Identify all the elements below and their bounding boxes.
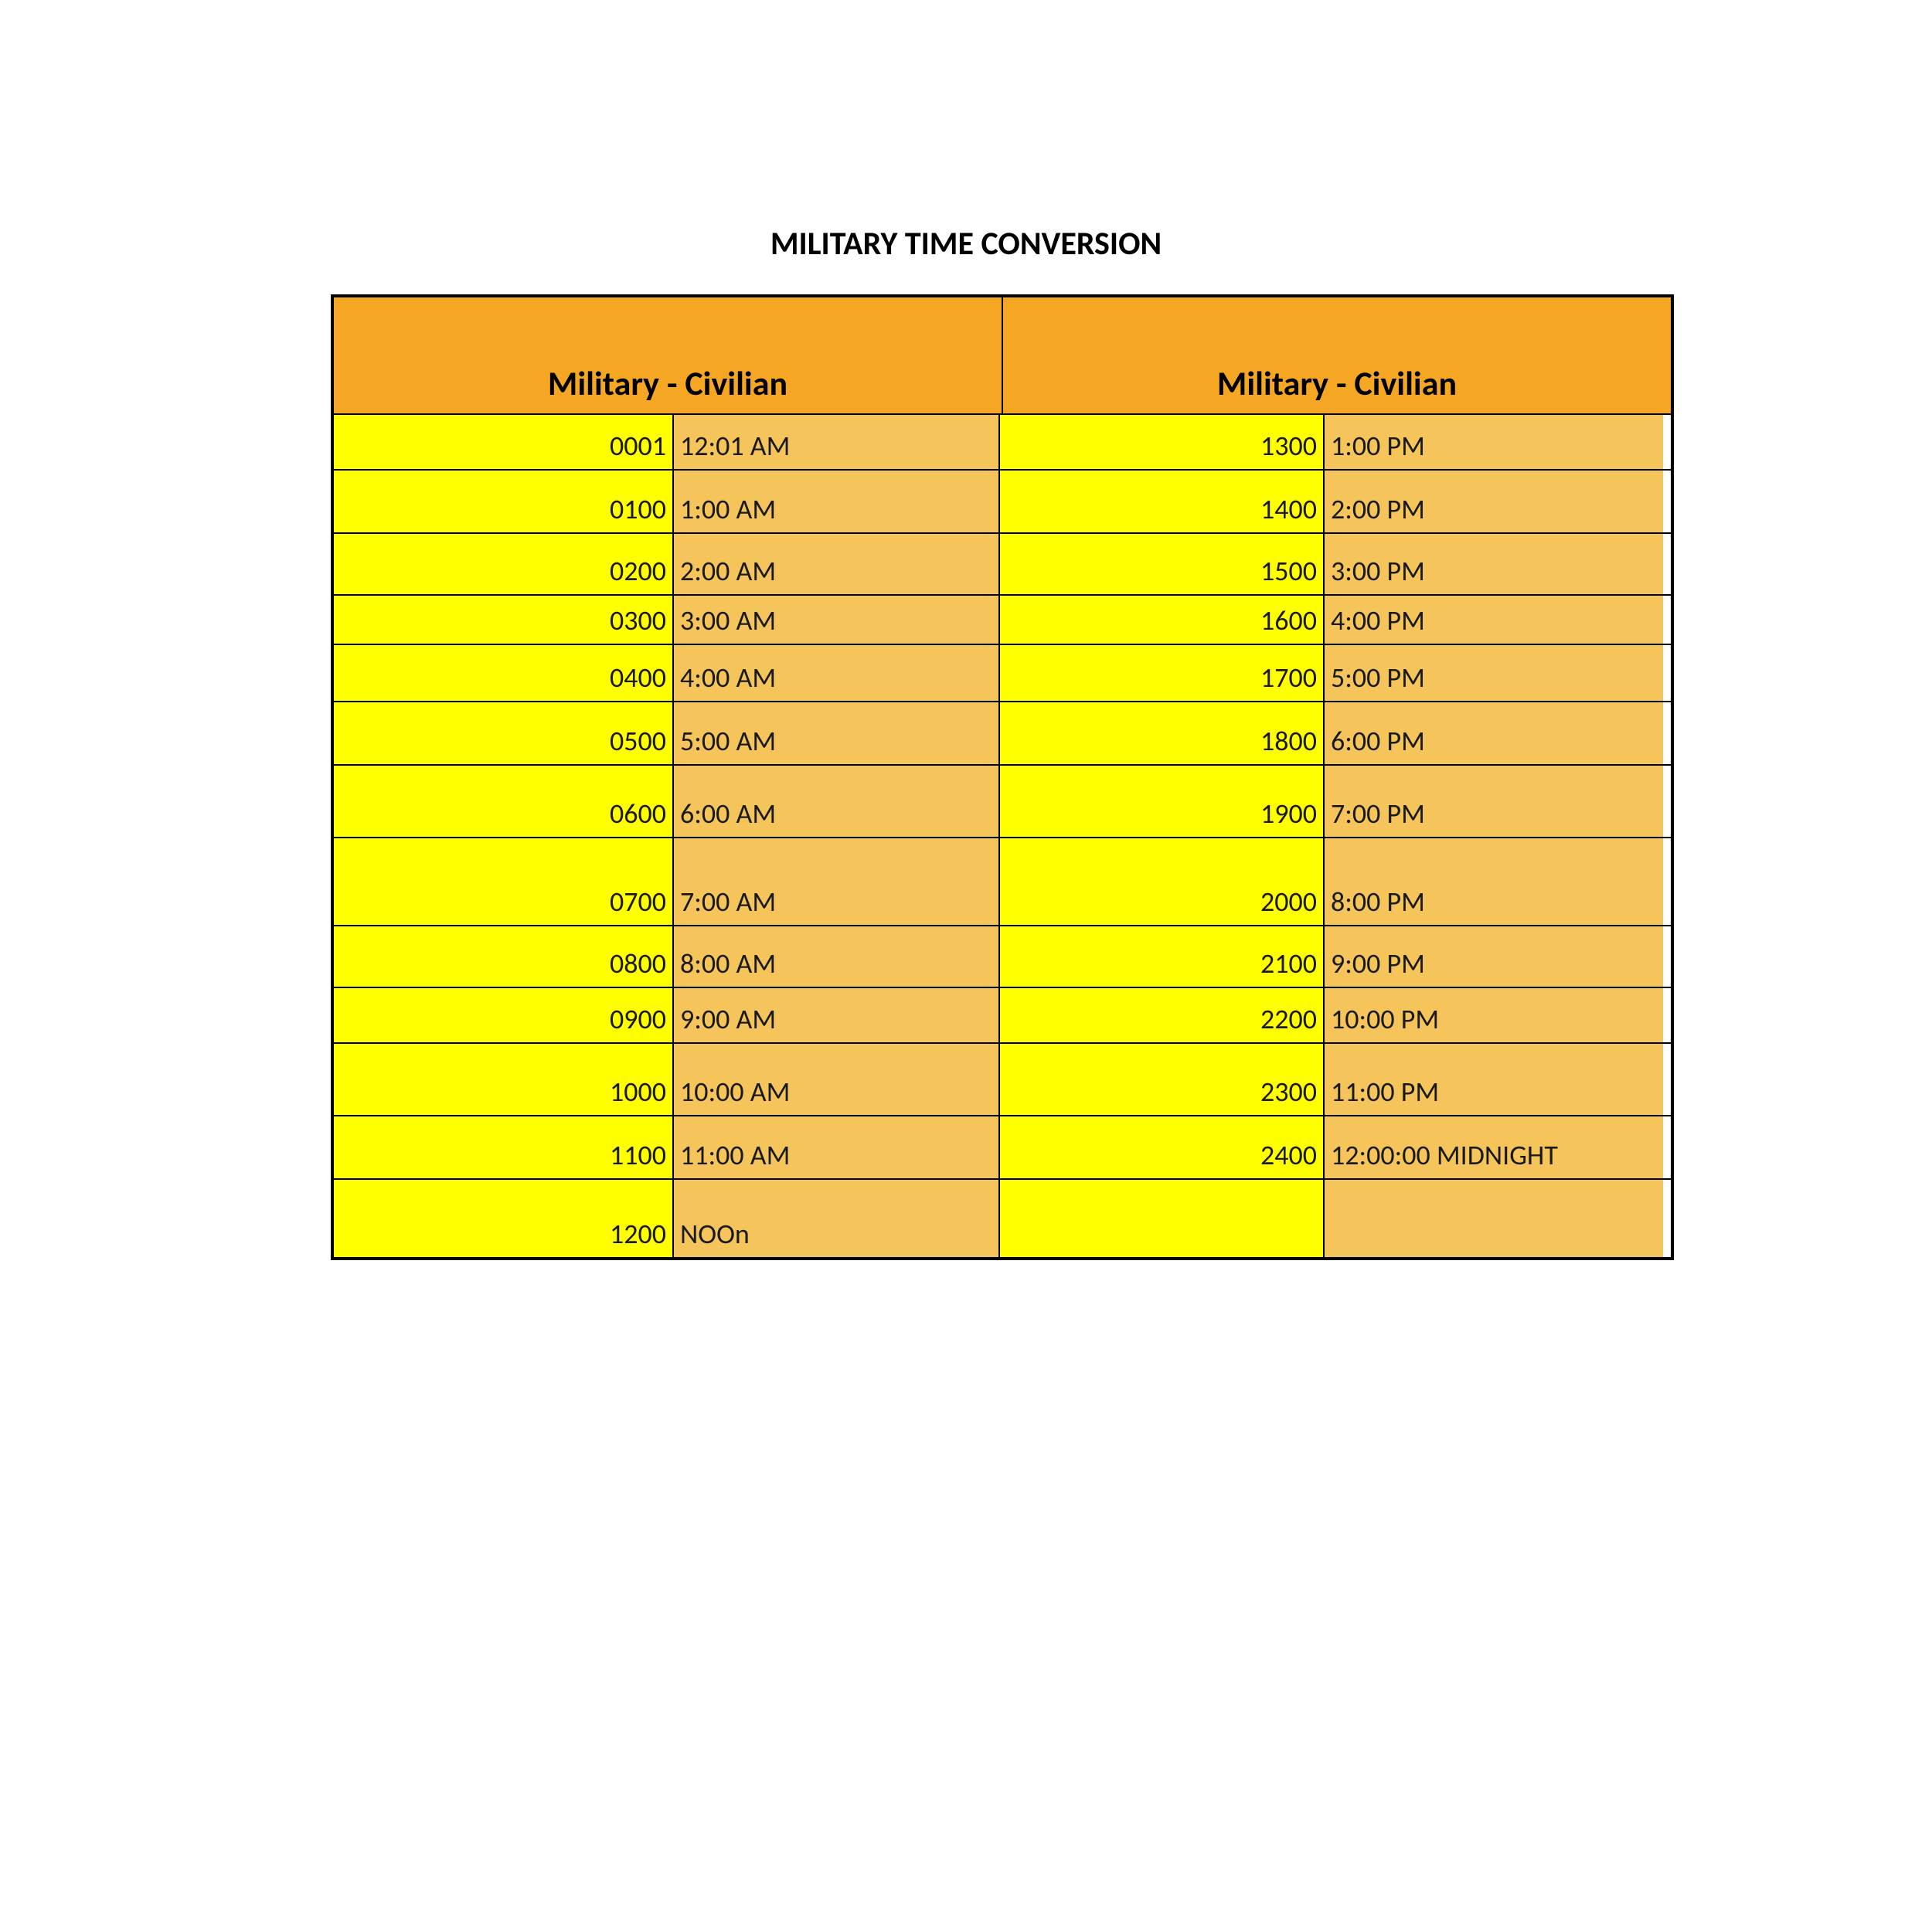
civilian-time-cell: 7:00 PM — [1325, 766, 1663, 837]
military-time-cell: 1000 — [334, 1044, 674, 1115]
civilian-time-cell — [1325, 1180, 1663, 1257]
military-time-cell: 1500 — [1000, 534, 1325, 594]
military-time-cell: 0001 — [334, 415, 674, 469]
military-time-cell: 2000 — [1000, 838, 1325, 925]
table-row: 01001:00 AM14002:00 PM — [334, 469, 1671, 532]
civilian-time-cell: 10:00 AM — [674, 1044, 1000, 1115]
table-row: 1200NOOn — [334, 1178, 1671, 1257]
military-time-cell: 2100 — [1000, 926, 1325, 987]
civilian-time-cell: 3:00 AM — [674, 596, 1000, 644]
table-row: 05005:00 AM18006:00 PM — [334, 701, 1671, 764]
military-time-cell: 1600 — [1000, 596, 1325, 644]
page-title: MILITARY TIME CONVERSION — [0, 224, 1932, 263]
military-time-cell: 2300 — [1000, 1044, 1325, 1115]
header-left: Military - Civilian — [334, 297, 1003, 413]
military-time-cell: 0900 — [334, 988, 674, 1042]
military-time-cell: 0500 — [334, 702, 674, 764]
military-time-cell: 1100 — [334, 1116, 674, 1178]
military-time-cell: 1900 — [1000, 766, 1325, 837]
military-time-cell — [1000, 1180, 1325, 1257]
conversion-table: Military - Civilian Military - Civilian … — [331, 294, 1674, 1260]
civilian-time-cell: 3:00 PM — [1325, 534, 1663, 594]
military-time-cell: 2200 — [1000, 988, 1325, 1042]
civilian-time-cell: 5:00 AM — [674, 702, 1000, 764]
civilian-time-cell: 8:00 AM — [674, 926, 1000, 987]
military-time-cell: 1800 — [1000, 702, 1325, 764]
military-time-cell: 0600 — [334, 766, 674, 837]
civilian-time-cell: 8:00 PM — [1325, 838, 1663, 925]
military-time-cell: 0300 — [334, 596, 674, 644]
civilian-time-cell: 10:00 PM — [1325, 988, 1663, 1042]
table-row: 000112:01 AM13001:00 PM — [334, 413, 1671, 469]
civilian-time-cell: 6:00 PM — [1325, 702, 1663, 764]
military-time-cell: 1700 — [1000, 645, 1325, 701]
civilian-time-cell: 1:00 AM — [674, 471, 1000, 532]
civilian-time-cell: 12:01 AM — [674, 415, 1000, 469]
military-time-cell: 0200 — [334, 534, 674, 594]
table-row: 100010:00 AM230011:00 PM — [334, 1042, 1671, 1115]
military-time-cell: 0700 — [334, 838, 674, 925]
civilian-time-cell: 7:00 AM — [674, 838, 1000, 925]
civilian-time-cell: NOOn — [674, 1180, 1000, 1257]
table-row: 03003:00 AM16004:00 PM — [334, 594, 1671, 644]
civilian-time-cell: 5:00 PM — [1325, 645, 1663, 701]
civilian-time-cell: 12:00:00 MIDNIGHT — [1325, 1116, 1663, 1178]
header-right: Military - Civilian — [1003, 297, 1671, 413]
table-row: 09009:00 AM220010:00 PM — [334, 987, 1671, 1042]
table-row: 08008:00 AM21009:00 PM — [334, 925, 1671, 987]
military-time-cell: 2400 — [1000, 1116, 1325, 1178]
military-time-cell: 1300 — [1000, 415, 1325, 469]
civilian-time-cell: 9:00 PM — [1325, 926, 1663, 987]
civilian-time-cell: 2:00 AM — [674, 534, 1000, 594]
table-row: 06006:00 AM19007:00 PM — [334, 764, 1671, 837]
table-row: 110011:00 AM2400 12:00:00 MIDNIGHT — [334, 1115, 1671, 1178]
military-time-cell: 1200 — [334, 1180, 674, 1257]
civilian-time-cell: 1:00 PM — [1325, 415, 1663, 469]
civilian-time-cell: 2:00 PM — [1325, 471, 1663, 532]
table-row: 02002:00 AM15003:00 PM — [334, 532, 1671, 594]
civilian-time-cell: 9:00 AM — [674, 988, 1000, 1042]
civilian-time-cell: 11:00 PM — [1325, 1044, 1663, 1115]
civilian-time-cell: 4:00 PM — [1325, 596, 1663, 644]
military-time-cell: 0800 — [334, 926, 674, 987]
civilian-time-cell: 4:00 AM — [674, 645, 1000, 701]
table-row: 07007:00 AM20008:00 PM — [334, 837, 1671, 925]
civilian-time-cell: 11:00 AM — [674, 1116, 1000, 1178]
table-header-row: Military - Civilian Military - Civilian — [334, 297, 1671, 413]
military-time-cell: 1400 — [1000, 471, 1325, 532]
civilian-time-cell: 6:00 AM — [674, 766, 1000, 837]
table-row: 04004:00 AM17005:00 PM — [334, 644, 1671, 701]
military-time-cell: 0100 — [334, 471, 674, 532]
military-time-cell: 0400 — [334, 645, 674, 701]
